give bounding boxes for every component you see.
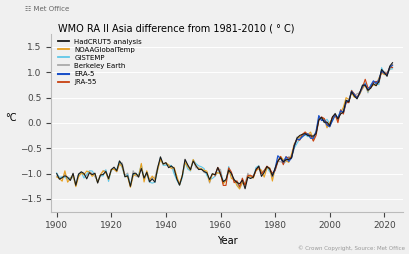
Text: © Crown Copyright, Source: Met Office: © Crown Copyright, Source: Met Office	[298, 246, 405, 251]
X-axis label: Year: Year	[217, 236, 238, 246]
Text: ☷ Met Office: ☷ Met Office	[25, 6, 69, 12]
Y-axis label: °C: °C	[6, 113, 17, 123]
Text: WMO RA II Asia difference from 1981-2010 ( ° C): WMO RA II Asia difference from 1981-2010…	[58, 23, 295, 33]
Legend: HadCRUT5 analysis, NOAAGlobalTemp, GISTEMP, Berkeley Earth, ERA-5, JRA-55: HadCRUT5 analysis, NOAAGlobalTemp, GISTE…	[55, 36, 145, 88]
